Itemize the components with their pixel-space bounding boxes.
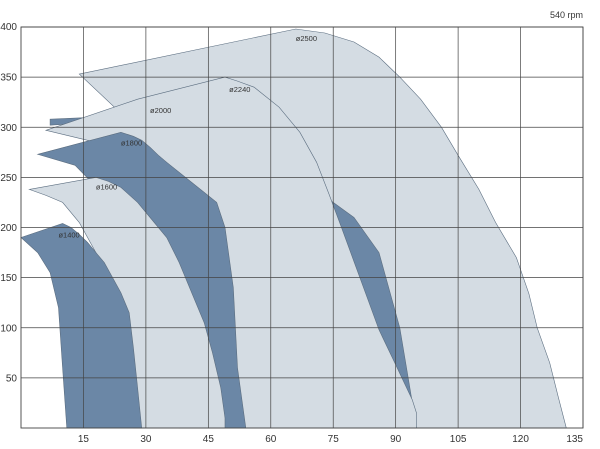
y-tick-label-6: 350 — [0, 73, 17, 84]
series-label-2: ø2000 — [150, 106, 171, 115]
y-tick-label-1: 100 — [0, 323, 17, 334]
y-tick-layer: 50 100 150 200 250 300 350 400 — [0, 22, 17, 384]
series-label-layer: ø2500 ø2240 ø2000 ø1800 ø1600 ø1400 — [58, 34, 317, 239]
x-tick-label-7: 120 — [512, 434, 529, 445]
plot-frame — [20, 26, 584, 429]
series-label-3: ø1800 — [121, 138, 142, 147]
x-tick-label-4: 75 — [328, 434, 340, 445]
y-tick-label-4: 250 — [0, 173, 17, 184]
series-label-1: ø2240 — [229, 85, 250, 94]
x-tick-label-2: 45 — [203, 434, 215, 445]
y-tick-label-3: 200 — [0, 223, 17, 234]
x-tick-layer: 15 30 45 60 75 90 105 120 135 — [78, 434, 584, 445]
x-tick-label-5: 90 — [390, 434, 402, 445]
series-area-4 — [28, 177, 226, 429]
y-tick-label-7: 400 — [0, 22, 17, 33]
x-tick-label-6: 105 — [450, 434, 467, 445]
x-tick-label-1: 30 — [140, 434, 152, 445]
y-tick-label-5: 300 — [0, 123, 17, 134]
series-label-5: ø1400 — [58, 231, 79, 240]
x-tick-label-3: 60 — [265, 434, 277, 445]
y-tick-label-0: 50 — [6, 373, 18, 384]
area-layer — [20, 28, 567, 429]
y-tick-label-2: 150 — [0, 273, 17, 284]
series-label-0: ø2500 — [296, 34, 317, 43]
series-label-4: ø1600 — [96, 182, 117, 191]
x-tick-label-8: 135 — [566, 434, 583, 445]
speed-note: 540 rpm — [550, 10, 583, 20]
x-tick-label-0: 15 — [78, 434, 90, 445]
series-area-5 — [20, 223, 143, 429]
grid-layer — [20, 26, 584, 429]
